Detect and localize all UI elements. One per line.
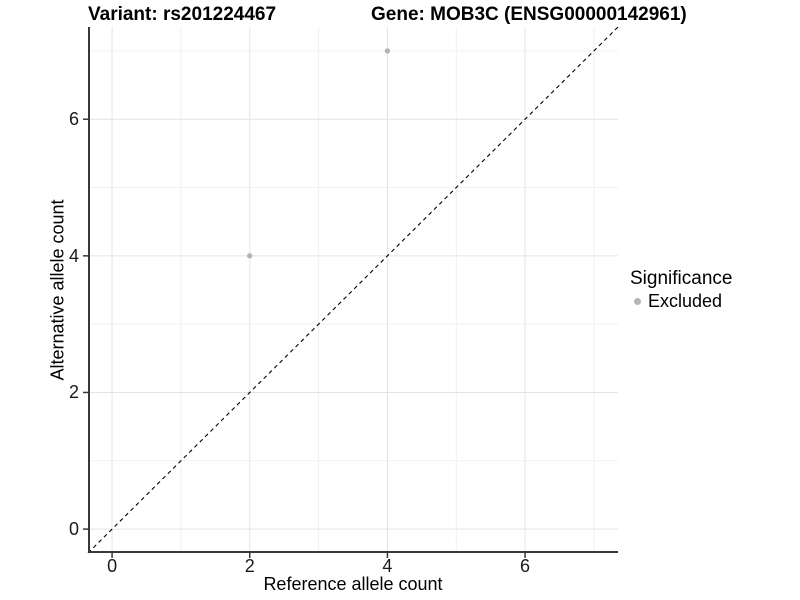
x-tick-label: 4 <box>382 556 393 576</box>
data-point <box>384 48 391 54</box>
y-tick-label: 2 <box>68 382 79 403</box>
legend-point-icon <box>634 297 641 305</box>
y-axis-title: Alternative allele count <box>47 199 68 381</box>
legend-item-label: Excluded <box>648 291 723 311</box>
identity-dashed-line <box>87 26 619 554</box>
legend-key <box>630 294 645 309</box>
plot-canvas <box>83 26 619 558</box>
y-tick-label: 0 <box>68 519 79 540</box>
x-tick-label: 2 <box>244 556 255 576</box>
legend-items: Excluded <box>630 290 732 312</box>
legend-title: Significance <box>630 268 733 289</box>
y-tick-label: 6 <box>68 109 79 130</box>
y-tick-label: 4 <box>68 245 79 266</box>
legend-item: Excluded <box>630 290 732 312</box>
x-axis-title: Reference allele count <box>263 574 443 594</box>
gene-title: Gene: MOB3C (ENSG00000142961) <box>371 4 687 25</box>
legend: Significance Excluded <box>630 268 732 312</box>
x-tick-label: 6 <box>520 556 531 576</box>
data-point <box>247 253 253 259</box>
plot-panel <box>83 26 619 558</box>
x-tick-label: 0 <box>107 556 118 576</box>
variant-title: Variant: rs201224467 <box>88 4 277 25</box>
